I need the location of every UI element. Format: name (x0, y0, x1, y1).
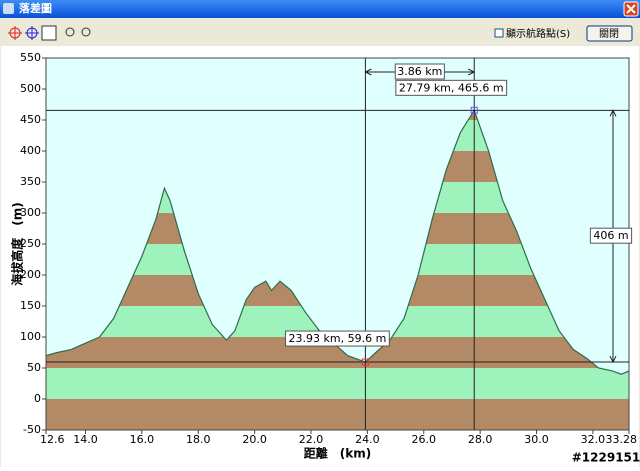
x-tick-label: 22.0 (299, 433, 324, 446)
label-box (589, 227, 633, 244)
marker (361, 358, 369, 366)
y-tick-label: 400 (20, 144, 41, 157)
elevation-band (46, 399, 629, 430)
checkbox-label: 顯示航路點(S) (506, 27, 570, 40)
marker-label: 23.93 km, 59.6 m (289, 332, 387, 345)
close-x (626, 4, 636, 14)
y-tick-label: 550 (20, 51, 41, 64)
x-tick-label: 28.0 (468, 433, 493, 446)
x-tick-label: 12.6 (40, 433, 65, 446)
close-button-label: 關閉 (599, 28, 619, 40)
y-tick-label: -50 (23, 423, 41, 436)
tool-icon (8, 26, 22, 40)
x-tick-label: 33.28 (606, 433, 638, 446)
y-tick-label: 0 (34, 392, 41, 405)
x-tick-label: 20.0 (242, 433, 267, 446)
marker-label: 27.79 km, 465.6 m (399, 81, 504, 94)
title-bar (0, 0, 640, 18)
app-icon (3, 3, 14, 14)
x-tick-label: 24.0 (355, 433, 380, 446)
zoom-in[interactable] (65, 27, 75, 37)
label-box (395, 79, 508, 96)
checkbox[interactable] (494, 28, 504, 38)
watermark: #1229151 (572, 451, 640, 465)
toolbar: 顯示航路點(S) 關閉 (8, 25, 633, 42)
x-tick-label: 16.0 (130, 433, 155, 446)
x-axis-label: 距離 (km) (304, 446, 371, 461)
x-tick-label: 14.0 (73, 433, 98, 446)
y-tick-label: 200 (20, 268, 41, 281)
arrow-head (609, 109, 617, 364)
dx-label: 3.86 km (397, 65, 442, 78)
x-tick-label: 32.0 (581, 433, 606, 446)
arrow-head (364, 68, 476, 76)
marker (470, 106, 478, 114)
y-tick-label: 350 (20, 175, 41, 188)
y-tick-label: 250 (20, 237, 41, 250)
y-axis-label: 海拔高度 (m) (10, 202, 25, 285)
dy-label: 406 m (593, 229, 628, 242)
tool-icon (25, 26, 39, 40)
tool-icon[interactable] (41, 25, 57, 41)
elevation-band (46, 368, 629, 399)
x-tick-label: 30.0 (524, 433, 549, 446)
y-tick-label: 500 (20, 82, 41, 95)
x-tick-label: 18.0 (186, 433, 211, 446)
y-tick-label: 450 (20, 113, 41, 126)
window-title: 落差圖 (19, 1, 52, 15)
close-button[interactable] (586, 25, 633, 42)
y-tick-label: 300 (20, 206, 41, 219)
y-tick-label: 50 (27, 361, 41, 374)
y-tick-label: 150 (20, 299, 41, 312)
y-tick-label: 100 (20, 330, 41, 343)
label-box (394, 63, 445, 80)
x-tick-label: 26.0 (412, 433, 437, 446)
label-box (285, 330, 390, 347)
zoom-out[interactable] (81, 27, 91, 37)
